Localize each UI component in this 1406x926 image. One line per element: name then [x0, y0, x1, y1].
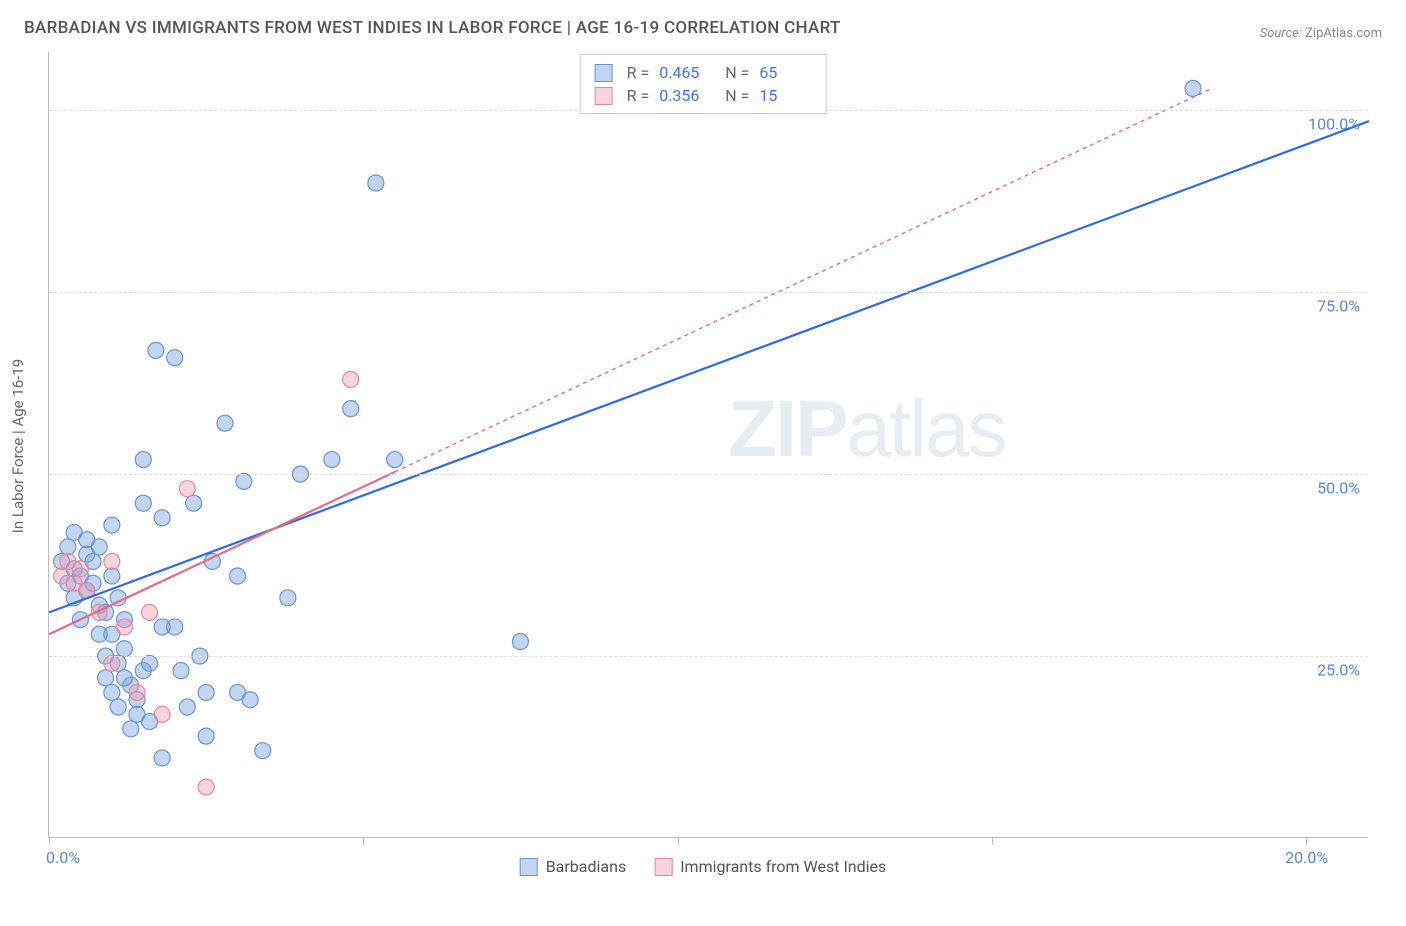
legend-r-label: R =	[627, 63, 650, 82]
x-tick-label: 0.0%	[46, 848, 80, 926]
scatter-point	[116, 619, 132, 635]
legend-swatch	[654, 858, 672, 876]
legend-n-value: 15	[759, 86, 811, 105]
scatter-point	[198, 684, 214, 700]
x-tick	[678, 837, 679, 845]
legend-n-value: 65	[759, 63, 811, 82]
scatter-point	[116, 670, 132, 686]
x-tick	[363, 837, 364, 845]
x-tick	[49, 837, 50, 845]
legend-correlation: R = 0.465 N = 65 R = 0.356 N = 15	[580, 54, 827, 114]
scatter-point	[343, 401, 359, 417]
legend-swatch	[595, 87, 613, 105]
scatter-point	[230, 568, 246, 584]
y-tick-label: 50.0%	[1317, 479, 1360, 498]
scatter-point	[198, 728, 214, 744]
source-value: ZipAtlas.com	[1305, 26, 1382, 41]
legend-n-label: N =	[725, 86, 749, 105]
trend-line-dashed	[395, 88, 1212, 472]
scatter-point	[104, 553, 120, 569]
legend-r-value: 0.356	[659, 86, 711, 105]
scatter-point	[242, 692, 258, 708]
scatter-point	[142, 655, 158, 671]
legend-r-value: 0.465	[659, 63, 711, 82]
scatter-point	[154, 706, 170, 722]
trend-line	[49, 121, 1369, 612]
scatter-point	[280, 590, 296, 606]
scatter-point	[173, 663, 189, 679]
legend-r-label: R =	[627, 86, 650, 105]
legend-series-item: Immigrants from West Indies	[654, 857, 886, 876]
y-axis-label: In Labor Force | Age 16-19	[9, 359, 27, 533]
plot-area: ZIPatlas 25.0%50.0%75.0%100.0%	[48, 52, 1368, 838]
scatter-point	[217, 415, 233, 431]
y-tick-label: 100.0%	[1308, 115, 1360, 134]
scatter-point	[255, 743, 271, 759]
scatter-point	[104, 568, 120, 584]
scatter-point	[104, 655, 120, 671]
x-tick	[992, 837, 993, 845]
scatter-point	[387, 452, 403, 468]
scatter-point	[236, 473, 252, 489]
scatter-point	[198, 779, 214, 795]
gridline	[49, 292, 1368, 293]
legend-series-label: Barbadians	[546, 857, 627, 876]
y-tick-label: 25.0%	[1317, 661, 1360, 680]
scatter-point	[60, 539, 76, 555]
scatter-point	[142, 604, 158, 620]
scatter-point	[129, 684, 145, 700]
scatter-point	[512, 634, 528, 650]
legend-series: Barbadians Immigrants from West Indies	[520, 857, 887, 876]
legend-row: R = 0.356 N = 15	[595, 84, 812, 107]
scatter-point	[179, 481, 195, 497]
scatter-point	[91, 626, 107, 642]
legend-row: R = 0.465 N = 65	[595, 61, 812, 84]
scatter-point	[72, 561, 88, 577]
scatter-point	[129, 706, 145, 722]
scatter-point	[104, 517, 120, 533]
x-tick	[1306, 837, 1307, 845]
x-tick-label: 20.0%	[1285, 848, 1328, 867]
legend-series-item: Barbadians	[520, 857, 627, 876]
plot-svg	[49, 52, 1368, 837]
chart-title: BARBADIAN VS IMMIGRANTS FROM WEST INDIES…	[24, 18, 841, 38]
source-attribution: Source: ZipAtlas.com	[1260, 26, 1382, 41]
legend-swatch	[520, 858, 538, 876]
scatter-point	[154, 619, 170, 635]
scatter-point	[116, 641, 132, 657]
scatter-point	[110, 699, 126, 715]
scatter-point	[368, 175, 384, 191]
scatter-point	[186, 495, 202, 511]
legend-series-label: Immigrants from West Indies	[680, 857, 886, 876]
source-label: Source:	[1260, 26, 1302, 41]
scatter-point	[98, 670, 114, 686]
scatter-point	[79, 532, 95, 548]
gridline	[49, 656, 1368, 657]
scatter-point	[154, 510, 170, 526]
scatter-point	[135, 452, 151, 468]
scatter-point	[179, 699, 195, 715]
gridline	[49, 474, 1368, 475]
scatter-point	[324, 452, 340, 468]
scatter-point	[167, 350, 183, 366]
scatter-point	[123, 721, 139, 737]
scatter-point	[148, 342, 164, 358]
y-tick-label: 75.0%	[1317, 297, 1360, 316]
legend-n-label: N =	[725, 63, 749, 82]
scatter-point	[343, 372, 359, 388]
scatter-point	[135, 495, 151, 511]
scatter-point	[104, 684, 120, 700]
legend-swatch	[595, 64, 613, 82]
scatter-point	[154, 750, 170, 766]
